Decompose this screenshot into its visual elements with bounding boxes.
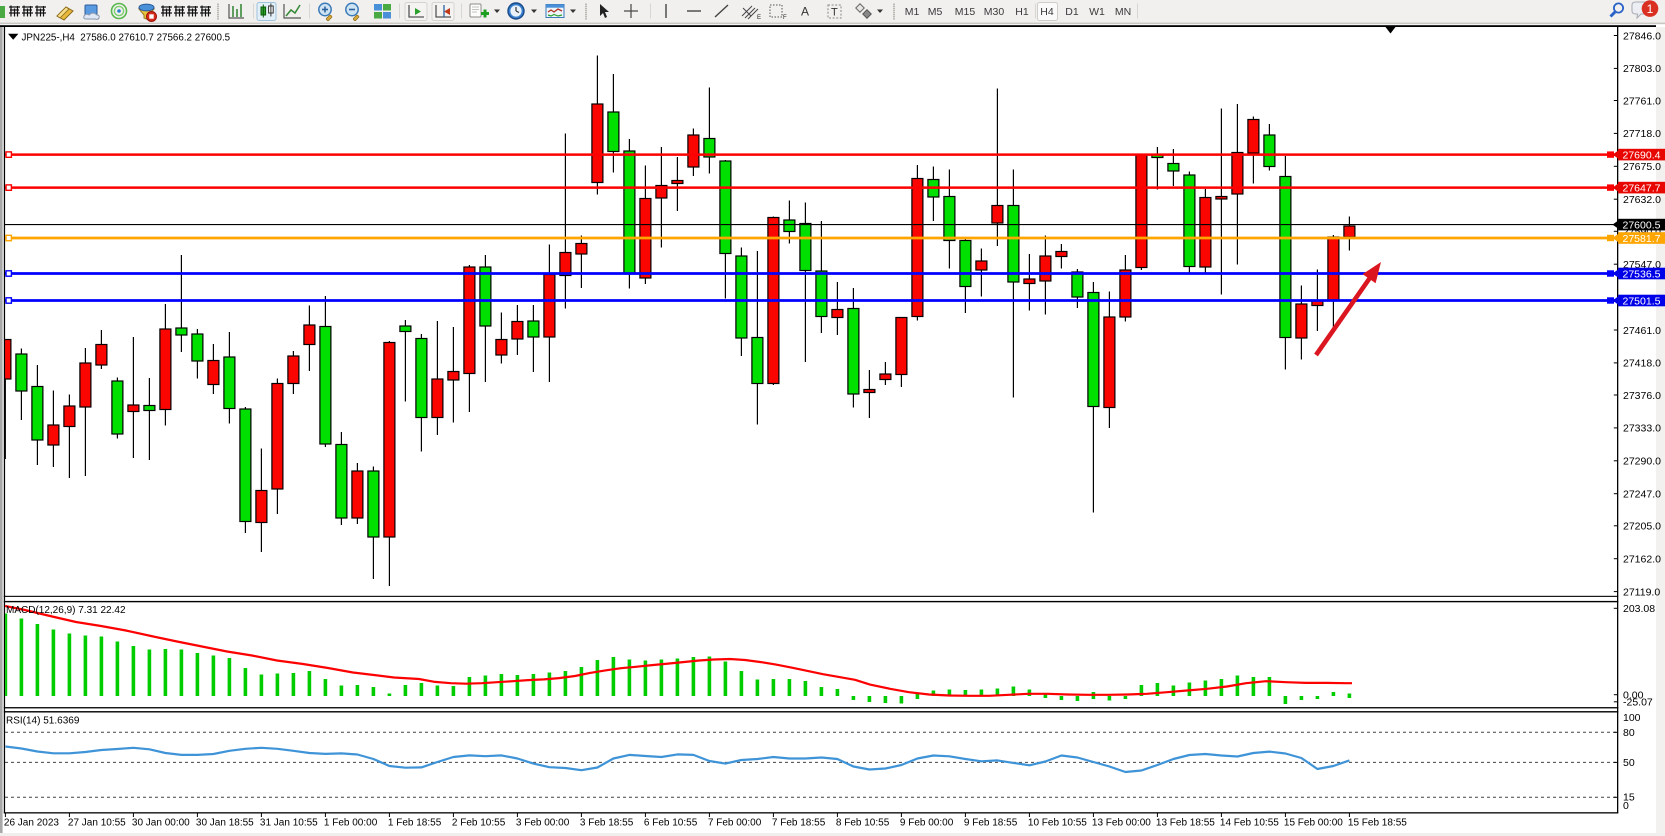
svg-text:15: 15 <box>1623 791 1635 803</box>
svg-text:27647.7: 27647.7 <box>1623 182 1661 194</box>
svg-text:27536.5: 27536.5 <box>1623 268 1661 280</box>
svg-text:27501.5: 27501.5 <box>1623 295 1661 307</box>
svg-text:3 Feb 18:55: 3 Feb 18:55 <box>580 818 634 829</box>
svg-text:15 Feb 18:55: 15 Feb 18:55 <box>1348 818 1407 829</box>
svg-text:27333.0: 27333.0 <box>1623 423 1661 435</box>
svg-text:7 Feb 00:00: 7 Feb 00:00 <box>708 818 762 829</box>
svg-text:13 Feb 00:00: 13 Feb 00:00 <box>1092 818 1151 829</box>
svg-text:M5: M5 <box>928 6 943 18</box>
svg-text:9 Feb 18:55: 9 Feb 18:55 <box>964 818 1018 829</box>
svg-text:A: A <box>801 5 809 19</box>
svg-text:50: 50 <box>1623 757 1635 769</box>
svg-text:-25.07: -25.07 <box>1623 697 1653 709</box>
svg-text:7 Feb 18:55: 7 Feb 18:55 <box>772 818 826 829</box>
svg-text:MN: MN <box>1115 6 1131 18</box>
svg-text:W1: W1 <box>1089 6 1105 18</box>
svg-text:0.00: 0.00 <box>1623 690 1644 702</box>
svg-text:27632.0: 27632.0 <box>1623 194 1661 206</box>
svg-text:M1: M1 <box>905 6 920 18</box>
svg-text:30 Jan 18:55: 30 Jan 18:55 <box>196 818 254 829</box>
svg-text:100: 100 <box>1623 712 1641 724</box>
svg-text:27418.0: 27418.0 <box>1623 358 1661 370</box>
svg-text:27162.0: 27162.0 <box>1623 554 1661 566</box>
svg-text:1 Feb 18:55: 1 Feb 18:55 <box>388 818 442 829</box>
svg-text:D1: D1 <box>1065 6 1079 18</box>
svg-text:1 Feb 00:00: 1 Feb 00:00 <box>324 818 378 829</box>
svg-text:15 Feb 00:00: 15 Feb 00:00 <box>1284 818 1343 829</box>
svg-text:27675.0: 27675.0 <box>1623 161 1661 173</box>
svg-text:27376.0: 27376.0 <box>1623 390 1661 402</box>
svg-text:14 Feb 10:55: 14 Feb 10:55 <box>1220 818 1279 829</box>
svg-text:27461.0: 27461.0 <box>1623 325 1661 337</box>
svg-text:8 Feb 10:55: 8 Feb 10:55 <box>836 818 890 829</box>
svg-text:27290.0: 27290.0 <box>1623 456 1661 468</box>
svg-text:2 Feb 10:55: 2 Feb 10:55 <box>452 818 506 829</box>
svg-text:E: E <box>757 15 761 21</box>
svg-text:27600.5: 27600.5 <box>1623 219 1661 231</box>
svg-text:M30: M30 <box>984 6 1005 18</box>
svg-text:3 Feb 00:00: 3 Feb 00:00 <box>516 818 570 829</box>
svg-text:13 Feb 18:55: 13 Feb 18:55 <box>1156 818 1215 829</box>
svg-text:10 Feb 10:55: 10 Feb 10:55 <box>1028 818 1087 829</box>
svg-text:27205.0: 27205.0 <box>1623 521 1661 533</box>
svg-text:31 Jan 10:55: 31 Jan 10:55 <box>260 818 318 829</box>
svg-text:RSI(14) 51.6369: RSI(14) 51.6369 <box>6 716 80 727</box>
svg-text:H1: H1 <box>1015 6 1029 18</box>
svg-text:27581.7: 27581.7 <box>1623 233 1661 245</box>
svg-text:JPN225-,H4 27586.0 27610.7 27: JPN225-,H4 27586.0 27610.7 27566.2 27600… <box>22 32 231 43</box>
svg-text:27761.0: 27761.0 <box>1623 95 1661 107</box>
svg-text:MACD(12,26,9) 7.31 22.42: MACD(12,26,9) 7.31 22.42 <box>6 605 126 616</box>
svg-text:27247.0: 27247.0 <box>1623 489 1661 501</box>
svg-text:203.08: 203.08 <box>1623 603 1655 615</box>
svg-text:27 Jan 10:55: 27 Jan 10:55 <box>68 818 126 829</box>
svg-text:T: T <box>831 7 838 19</box>
svg-text:27690.4: 27690.4 <box>1623 149 1661 161</box>
svg-text:80: 80 <box>1623 727 1635 739</box>
svg-text:9 Feb 00:00: 9 Feb 00:00 <box>900 818 954 829</box>
svg-text:27803.0: 27803.0 <box>1623 63 1661 75</box>
svg-text:30 Jan 00:00: 30 Jan 00:00 <box>132 818 190 829</box>
svg-text:26 Jan 2023: 26 Jan 2023 <box>4 818 59 829</box>
svg-text:27846.0: 27846.0 <box>1623 30 1661 42</box>
svg-text:0: 0 <box>1623 800 1629 812</box>
svg-text:27718.0: 27718.0 <box>1623 128 1661 140</box>
svg-text:F: F <box>783 15 787 21</box>
svg-text:1: 1 <box>1647 2 1654 16</box>
svg-text:27119.0: 27119.0 <box>1623 586 1660 598</box>
svg-text:6 Feb 10:55: 6 Feb 10:55 <box>644 818 698 829</box>
svg-text:M15: M15 <box>955 6 976 18</box>
svg-text:H4: H4 <box>1040 6 1054 18</box>
